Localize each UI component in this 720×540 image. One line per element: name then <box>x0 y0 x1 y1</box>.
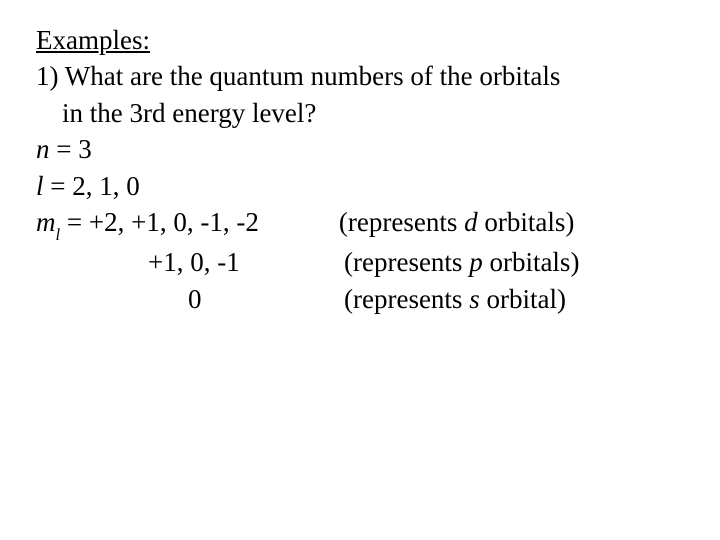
question-line-2: in the 3rd energy level? <box>36 95 684 131</box>
symbol-n: n <box>36 134 50 164</box>
question-block: 1) What are the quantum numbers of the o… <box>36 58 684 131</box>
slide: Examples: 1) What are the quantum number… <box>0 0 720 540</box>
question-number: 1) <box>36 61 59 91</box>
n-value: = 3 <box>50 134 92 164</box>
symbol-l: l <box>36 171 44 201</box>
answer-ml-row-3: 0(represents s orbital) <box>36 281 684 317</box>
heading-line: Examples: <box>36 22 684 58</box>
l-value: = 2, 1, 0 <box>44 171 140 201</box>
ml-desc-3: (represents s orbital) <box>344 281 566 317</box>
question-text-1: What are the quantum numbers of the orbi… <box>65 61 561 91</box>
ml-values-2: +1, 0, -1 <box>36 244 344 280</box>
symbol-m: m <box>36 207 56 237</box>
ml-eq-prefix: = <box>60 207 89 237</box>
examples-heading: Examples: <box>36 25 150 55</box>
ml-values-3: 0 <box>36 281 344 317</box>
question-line-1: 1) What are the quantum numbers of the o… <box>36 58 684 94</box>
answer-n: n = 3 <box>36 131 684 167</box>
answer-ml-row-1: ml = +2, +1, 0, -1, -2(represents d orbi… <box>36 204 684 244</box>
ml-desc-1: (represents d orbitals) <box>339 204 574 240</box>
symbol-m-sub: l <box>56 225 61 244</box>
answer-ml-row-2: +1, 0, -1(represents p orbitals) <box>36 244 684 280</box>
ml-values-1: +2, +1, 0, -1, -2 <box>89 204 339 240</box>
ml-desc-2: (represents p orbitals) <box>344 244 579 280</box>
answer-l: l = 2, 1, 0 <box>36 168 684 204</box>
